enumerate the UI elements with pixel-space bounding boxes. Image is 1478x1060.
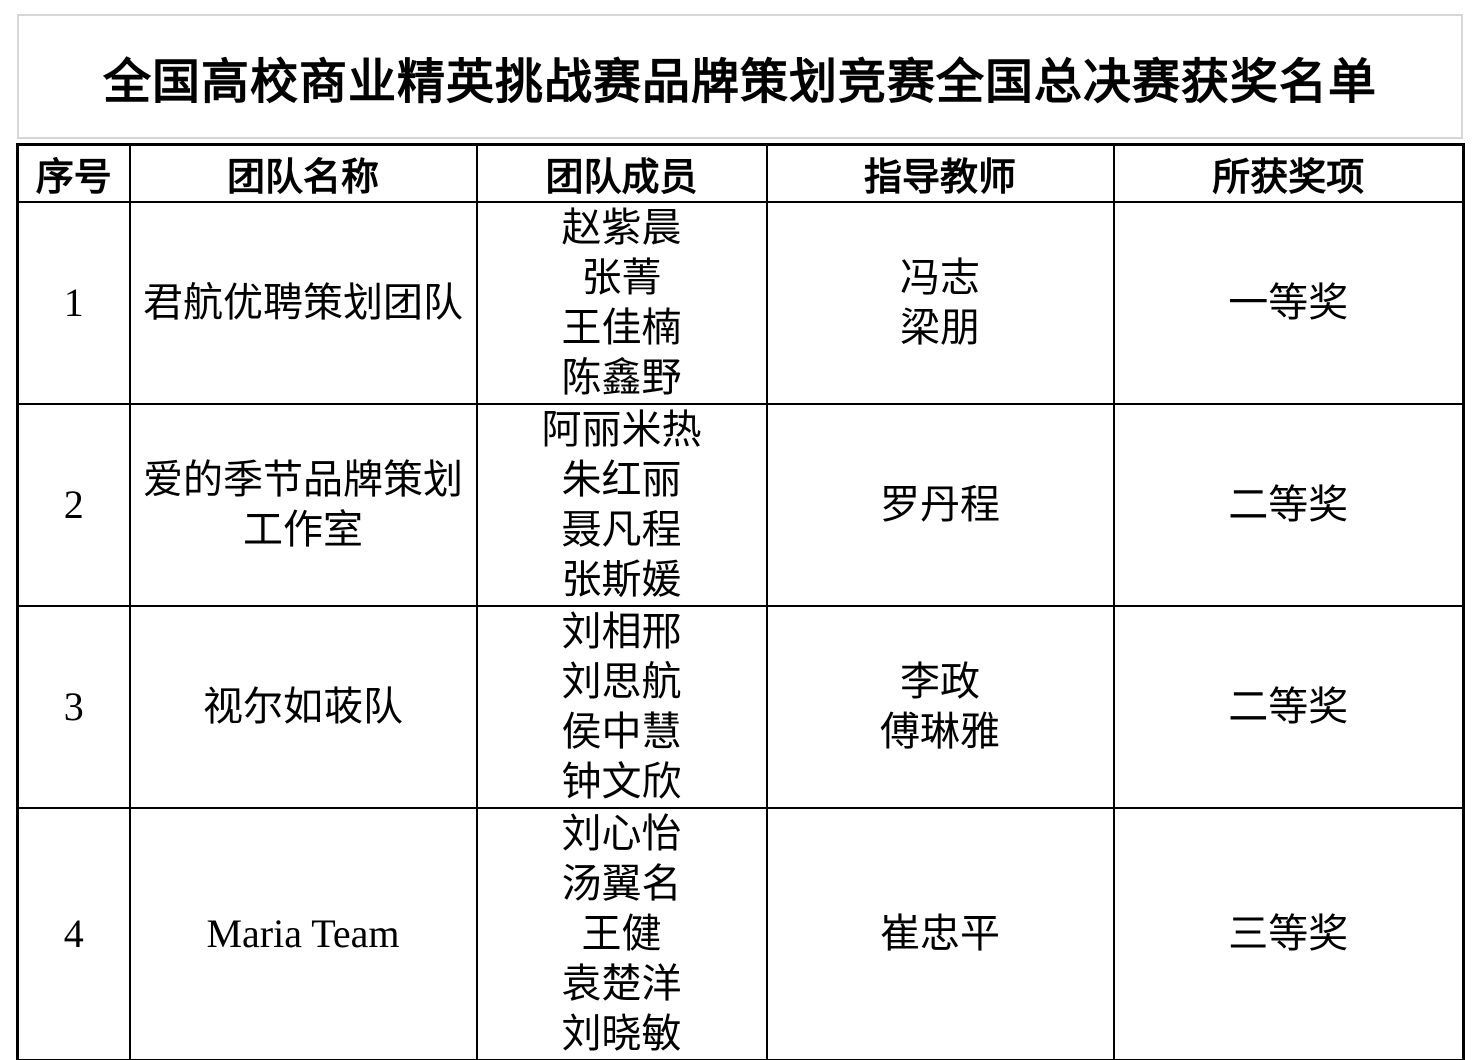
text-line: 袁楚洋 — [561, 961, 682, 1006]
header-team-members: 团队成员 — [475, 143, 768, 203]
text-line: 汤翼名 — [561, 861, 682, 906]
team-members-cell: 刘相邢刘思航侯中慧钟文欣 — [475, 605, 768, 809]
table-row: 1 君航优聘策划团队 赵紫晨张菁王佳楠陈鑫野 冯志梁朋 一等奖 — [16, 201, 1465, 405]
text-line: 刘思航 — [561, 659, 682, 704]
row-number-cell: 3 — [16, 605, 131, 809]
text-line: 工作室 — [243, 507, 363, 552]
team-name-cell: 爱的季节品牌策划 工作室 — [128, 403, 478, 607]
header-award: 所获奖项 — [1112, 143, 1465, 203]
table-header-row: 序号 团队名称 团队成员 指导教师 所获奖项 — [16, 143, 1465, 203]
text-line: 刘晓敏 — [561, 1011, 682, 1056]
text-line: 张斯媛 — [561, 557, 682, 602]
team-members-cell: 刘心怡汤翼名王健袁楚洋刘晓敏 — [475, 807, 768, 1060]
text-line: 梁朋 — [900, 305, 980, 350]
text-line: 赵紫晨 — [561, 205, 682, 250]
text-line: 爱的季节品牌策划 — [143, 457, 463, 502]
team-name-cell: 视尔如荍队 — [128, 605, 478, 809]
advisors-cell: 李政 傅琳雅 — [765, 605, 1115, 809]
row-number-cell: 2 — [16, 403, 131, 607]
page-title: 全国高校商业精英挑战赛品牌策划竞赛全国总决赛获奖名单 — [102, 53, 1377, 110]
text-line: 冯志 — [900, 255, 980, 300]
text-line: 张菁 — [581, 255, 662, 300]
row-number-cell: 1 — [16, 201, 131, 405]
text-line: 朱红丽 — [561, 457, 682, 502]
text-line: 钟文欣 — [561, 759, 682, 804]
text-line: 阿丽米热 — [541, 407, 702, 452]
advisors-cell: 罗丹程 — [765, 403, 1115, 607]
award-cell: 二等奖 — [1112, 403, 1465, 607]
text-line: 傅琳雅 — [880, 709, 1000, 754]
header-team-name: 团队名称 — [128, 143, 478, 203]
title-block: 全国高校商业精英挑战赛品牌策划竞赛全国总决赛获奖名单 — [17, 14, 1463, 139]
team-name-cell: 君航优聘策划团队 — [128, 201, 478, 405]
table-row: 2 爱的季节品牌策划 工作室 阿丽米热朱红丽聂凡程张斯媛 罗丹程 二等奖 — [16, 403, 1465, 607]
text-line: 王健 — [581, 911, 662, 956]
text-line: 李政 — [900, 659, 980, 704]
text-line: 罗丹程 — [880, 482, 1000, 527]
text-line: 君航优聘策划团队 — [143, 280, 463, 325]
text-line: 刘相邢 — [561, 609, 682, 654]
award-cell: 二等奖 — [1112, 605, 1465, 809]
team-members-cell: 阿丽米热朱红丽聂凡程张斯媛 — [475, 403, 768, 607]
row-number-cell: 4 — [16, 807, 131, 1060]
text-line: Maria Team — [206, 911, 400, 956]
award-cell: 三等奖 — [1112, 807, 1465, 1060]
team-name-cell: Maria Team — [128, 807, 478, 1060]
table-row: 4 Maria Team 刘心怡汤翼名王健袁楚洋刘晓敏 崔忠平 三等奖 — [16, 807, 1465, 1060]
advisors-cell: 冯志 梁朋 — [765, 201, 1115, 405]
award-cell: 一等奖 — [1112, 201, 1465, 405]
text-line: 王佳楠 — [561, 305, 682, 350]
text-line: 聂凡程 — [561, 507, 682, 552]
text-line: 刘心怡 — [561, 811, 682, 856]
table-row: 3 视尔如荍队 刘相邢刘思航侯中慧钟文欣 李政傅琳雅 二等奖 — [16, 605, 1465, 809]
text-line: 视尔如荍队 — [203, 684, 403, 729]
text-line: 陈鑫野 — [561, 355, 682, 400]
team-members-cell: 赵紫晨张菁王佳楠陈鑫野 — [475, 201, 768, 405]
advisors-cell: 崔忠平 — [765, 807, 1115, 1060]
header-advisors: 指导教师 — [765, 143, 1115, 203]
text-line: 崔忠平 — [880, 911, 1000, 956]
award-table: 序号 团队名称 团队成员 指导教师 所获奖项 1 君航优聘策划团队 赵紫晨张菁王… — [16, 143, 1465, 1060]
header-no: 序号 — [16, 143, 131, 203]
text-line: 侯中慧 — [561, 709, 682, 754]
